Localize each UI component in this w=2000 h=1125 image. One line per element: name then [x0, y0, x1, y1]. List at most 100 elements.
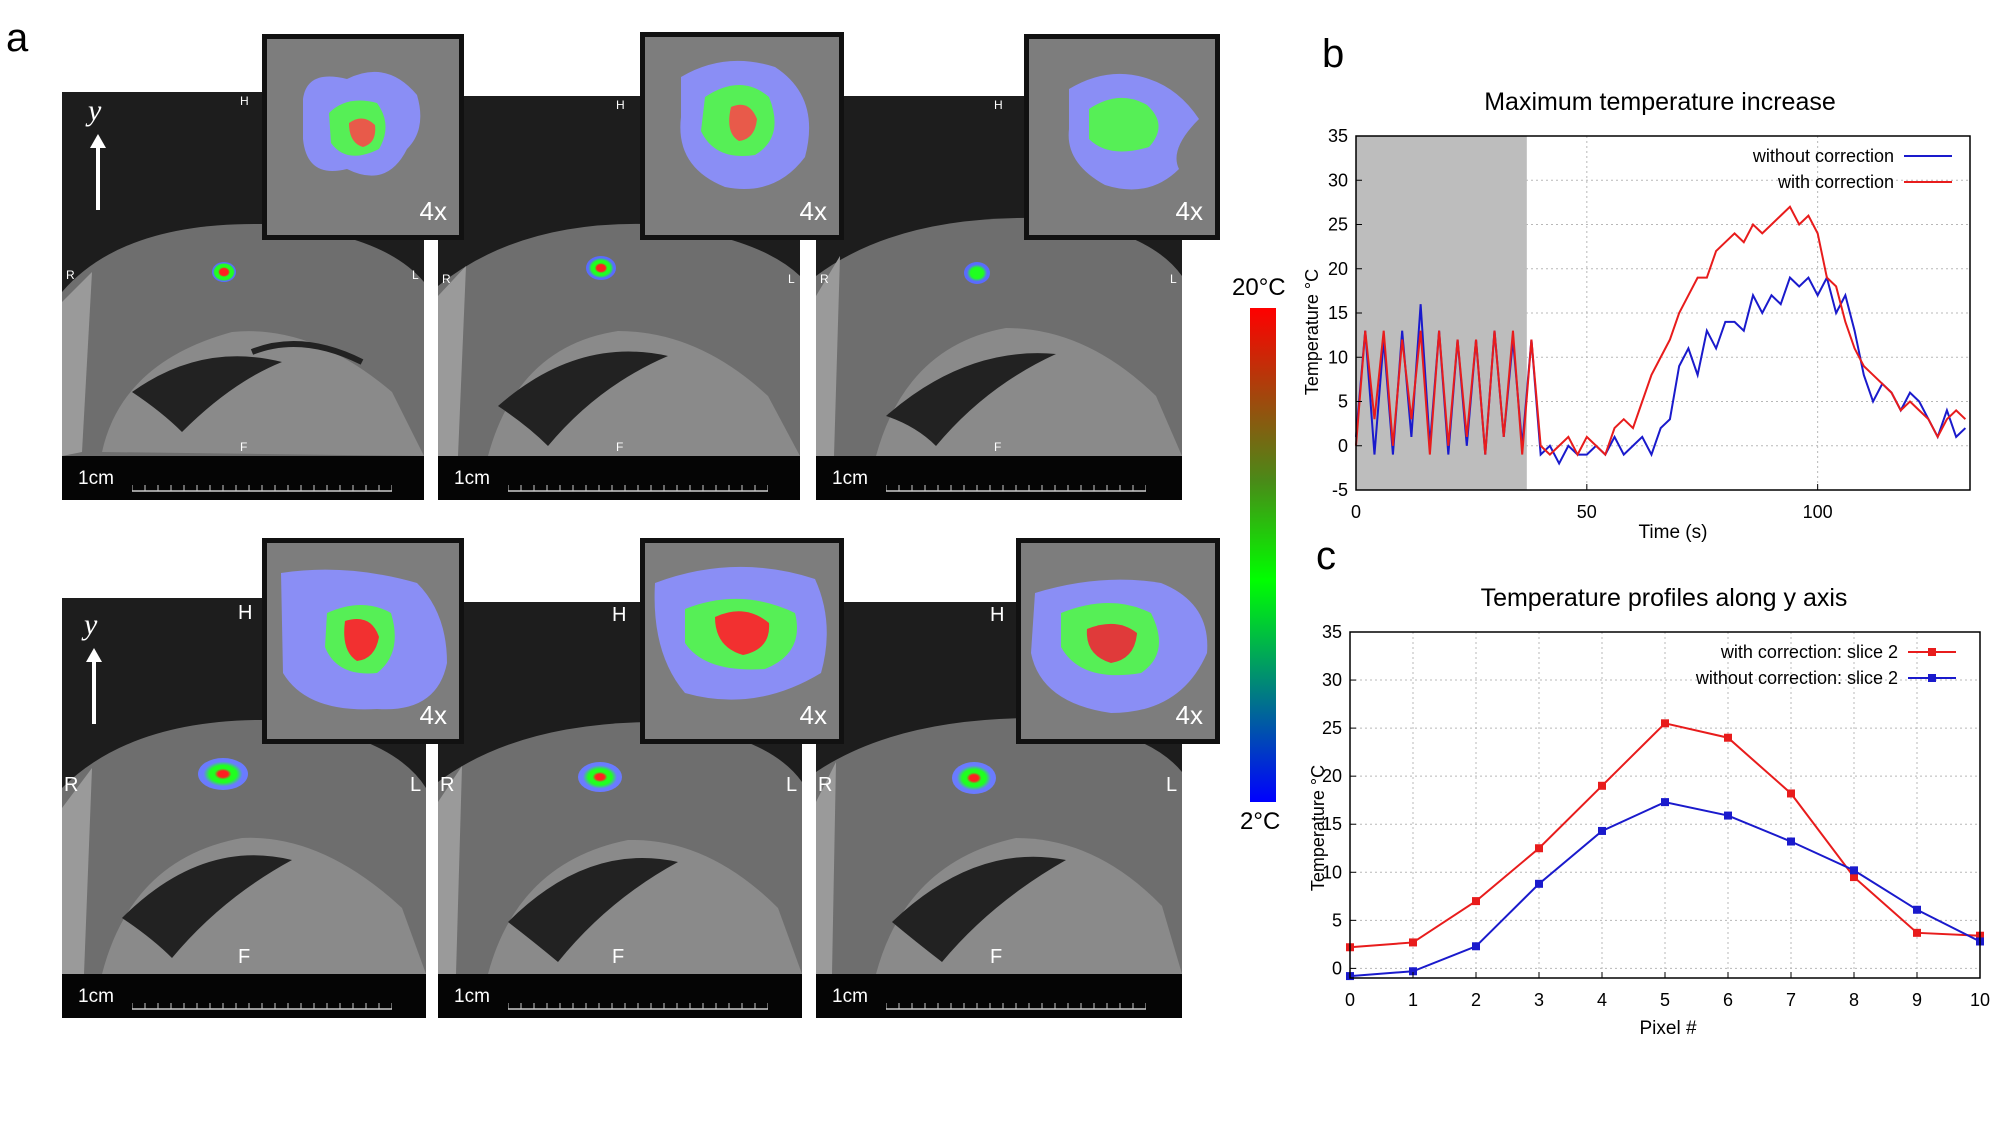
- y-tick-label: 35: [1322, 622, 1342, 642]
- x-tick-label: 100: [1803, 502, 1833, 522]
- heat-spot: [586, 256, 616, 280]
- zoom-label: 4x: [419, 700, 447, 730]
- scale-ruler: [886, 1003, 1146, 1010]
- chart-max-temperature: Maximum temperature increase 0 50 100-5051…: [1302, 88, 1971, 543]
- marker-foot: F: [238, 946, 251, 968]
- x-tick-label: 1: [1408, 990, 1418, 1010]
- up-arrow-icon: [90, 134, 106, 210]
- zoom-label: 4x: [799, 700, 827, 730]
- y-tick-label: 25: [1328, 215, 1348, 235]
- colorbar-max-label: 20°C: [1232, 274, 1286, 301]
- marker-right: R: [820, 272, 829, 286]
- x-tick-label: 3: [1534, 990, 1544, 1010]
- heatmap-zoom: [267, 39, 459, 235]
- heat-spot: [964, 262, 990, 284]
- y-tick-label: -5: [1332, 480, 1348, 500]
- heat-spot: [198, 758, 248, 790]
- legend-label: with correction: [1777, 172, 1894, 192]
- mri-image: [438, 96, 800, 456]
- marker-foot: F: [616, 440, 624, 454]
- data-point: [1724, 733, 1732, 742]
- zoom-label: 4x: [799, 196, 827, 226]
- data-point: [1661, 719, 1669, 728]
- mri-slice-top-1: H F R L 1cm: [62, 92, 424, 500]
- data-point: [1409, 967, 1417, 976]
- mri-image: [62, 92, 424, 456]
- y-tick-label: 35: [1328, 126, 1348, 146]
- marker-foot: F: [994, 440, 1002, 454]
- series-line-1: [1355, 205, 1967, 457]
- x-axis-label: Pixel #: [1639, 1018, 1696, 1039]
- y-tick-label: 10: [1322, 862, 1342, 882]
- marker-right: R: [440, 774, 455, 796]
- scale-label: 1cm: [454, 986, 490, 1007]
- marker-head: H: [990, 604, 1005, 626]
- data-point: [1913, 905, 1921, 914]
- marker-right: R: [66, 268, 75, 282]
- zoom-inset-bottom-2: 4x: [640, 538, 844, 744]
- heat-spot: [952, 762, 996, 794]
- scale-label: 1cm: [78, 468, 114, 489]
- y-axis-label: Temperature °C: [1308, 765, 1328, 891]
- y-tick-label: 5: [1338, 392, 1348, 412]
- scale-ruler: [508, 1003, 768, 1010]
- y-tick-label: 30: [1322, 670, 1342, 690]
- marker-left: L: [412, 268, 419, 282]
- x-tick-label: 8: [1849, 990, 1859, 1010]
- x-tick-label: 9: [1912, 990, 1922, 1010]
- x-tick-label: 50: [1577, 502, 1597, 522]
- data-point: [1850, 873, 1858, 882]
- panel-label-a: a: [6, 16, 29, 60]
- data-point: [1535, 879, 1543, 888]
- panel-label-b: b: [1322, 32, 1345, 76]
- marker-left: L: [788, 272, 795, 286]
- heat-spot: [578, 762, 622, 792]
- zoom-inset-top-1: 4x: [262, 34, 464, 240]
- y-tick-label: 5: [1332, 910, 1342, 930]
- scale-label: 1cm: [78, 986, 114, 1007]
- data-point: [1472, 897, 1480, 906]
- mri-image: [62, 598, 426, 974]
- y-tick-label: 30: [1328, 170, 1348, 190]
- marker-head: H: [616, 98, 625, 112]
- data-point: [1661, 798, 1669, 807]
- scale-strip: 1cm: [62, 974, 426, 1018]
- data-point: [1409, 938, 1417, 947]
- marker-right: R: [64, 774, 79, 796]
- scale-strip: 1cm: [438, 456, 800, 500]
- marker-head: H: [238, 602, 253, 624]
- marker-head: H: [994, 98, 1003, 112]
- scale-label: 1cm: [832, 468, 868, 489]
- mri-slice-bottom-1: H F R L 1cm: [62, 598, 426, 1018]
- stimulus-shaded-region: [1356, 136, 1527, 490]
- y-tick-label: 20: [1328, 259, 1348, 279]
- colorbar-min-label: 2°C: [1240, 808, 1281, 835]
- scale-label: 1cm: [832, 986, 868, 1007]
- zoom-inset-bottom-3: 4x: [1016, 538, 1220, 744]
- up-arrow-icon: [86, 648, 102, 724]
- y-tick-label: 0: [1338, 436, 1348, 456]
- data-point: [1535, 844, 1543, 853]
- mri-slice-top-2: H F R L 1cm: [438, 96, 800, 500]
- x-axis-label: Time (s): [1639, 522, 1708, 543]
- chart-title: Temperature profiles along y axis: [1481, 584, 1848, 612]
- y-axis-symbol: y⃗: [88, 94, 125, 127]
- legend-marker: [1928, 648, 1936, 656]
- legend: without correction with correction: [1752, 146, 1952, 192]
- mri-image: [816, 96, 1182, 456]
- heatmap-zoom: [645, 543, 839, 739]
- marker-head: H: [612, 604, 627, 626]
- marker-left: L: [1170, 272, 1177, 286]
- y-tick-label: 0: [1332, 958, 1342, 978]
- marker-foot: F: [990, 946, 1003, 968]
- marker-left: L: [786, 774, 798, 796]
- data-point: [1472, 942, 1480, 951]
- scale-ruler: [132, 1003, 392, 1010]
- heatmap-zoom: [1029, 39, 1215, 235]
- y-tick-label: 15: [1322, 814, 1342, 834]
- axis-ticks: 0 1 2 3 4 5 6 7 8 9 10 0 5 10 15 20 25 30 35: [1322, 622, 1990, 1010]
- panel-label-c: c: [1316, 534, 1336, 578]
- x-tick-label: 7: [1786, 990, 1796, 1010]
- x-tick-label: 4: [1597, 990, 1607, 1010]
